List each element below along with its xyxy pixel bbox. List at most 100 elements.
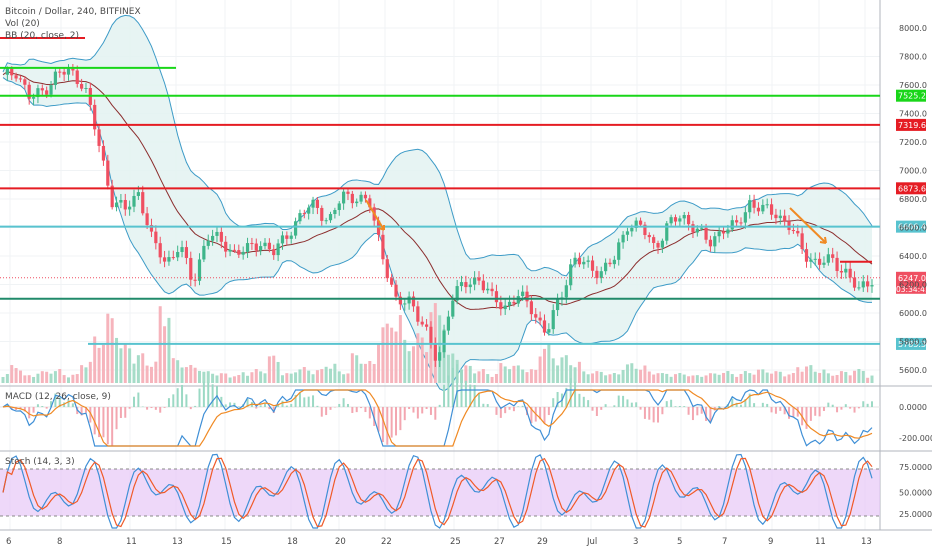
candle-body[interactable]: [158, 243, 162, 258]
candle-body[interactable]: [564, 285, 568, 298]
candle-body[interactable]: [141, 192, 145, 214]
candle-body[interactable]: [167, 257, 171, 262]
bollinger-lower-band[interactable]: [2, 77, 873, 392]
candle-body[interactable]: [582, 261, 586, 265]
candle-body[interactable]: [678, 218, 682, 222]
candle-body[interactable]: [272, 249, 276, 256]
candle-body[interactable]: [346, 191, 350, 194]
trend-arrow[interactable]: [365, 199, 385, 231]
candle-body[interactable]: [721, 231, 726, 234]
candle-body[interactable]: [787, 221, 791, 231]
candle-body[interactable]: [612, 259, 616, 265]
bollinger-upper-band[interactable]: [2, 14, 873, 277]
candle-body[interactable]: [800, 233, 804, 250]
candle-body[interactable]: [114, 202, 119, 208]
candle-body[interactable]: [673, 217, 678, 222]
candle-body[interactable]: [101, 145, 106, 161]
candle-body[interactable]: [512, 301, 516, 304]
candle-body[interactable]: [490, 288, 494, 292]
candle-body[interactable]: [468, 284, 472, 288]
candle-body[interactable]: [293, 221, 298, 236]
candle-body[interactable]: [359, 194, 363, 202]
candle-body[interactable]: [608, 262, 612, 265]
candle-body[interactable]: [756, 207, 761, 212]
candle-body[interactable]: [62, 71, 66, 75]
candle-body[interactable]: [289, 235, 293, 239]
candle-body[interactable]: [848, 268, 852, 278]
candle-body[interactable]: [625, 231, 630, 235]
candle-body[interactable]: [53, 71, 58, 86]
candle-body[interactable]: [866, 281, 870, 287]
candle-body[interactable]: [324, 220, 328, 222]
candle-body[interactable]: [315, 199, 320, 208]
candle-body[interactable]: [769, 204, 774, 215]
stoch-k-line[interactable]: [2, 453, 873, 529]
candle-body[interactable]: [285, 235, 289, 239]
candle-body[interactable]: [704, 227, 708, 240]
candle-body[interactable]: [311, 199, 315, 208]
candle-body[interactable]: [499, 302, 503, 310]
candle-body[interactable]: [385, 259, 389, 279]
candle-body[interactable]: [97, 129, 101, 146]
candle-body[interactable]: [844, 268, 848, 273]
candle-body[interactable]: [604, 262, 608, 272]
candle-body[interactable]: [416, 306, 420, 322]
candle-body[interactable]: [778, 215, 782, 219]
candle-body[interactable]: [551, 310, 555, 330]
candle-body[interactable]: [176, 251, 180, 258]
candle-body[interactable]: [547, 329, 551, 333]
candle-body[interactable]: [206, 240, 210, 246]
candle-body[interactable]: [507, 301, 512, 306]
candle-body[interactable]: [128, 206, 132, 210]
candle-body[interactable]: [534, 314, 538, 318]
candle-body[interactable]: [211, 235, 215, 241]
stoch-d-line[interactable]: [2, 457, 873, 528]
candle-body[interactable]: [555, 299, 560, 311]
candle-body[interactable]: [804, 249, 809, 262]
candle-body[interactable]: [320, 207, 324, 221]
candle-body[interactable]: [521, 291, 525, 297]
candle-body[interactable]: [442, 330, 446, 353]
candle-body[interactable]: [241, 251, 245, 255]
candle-body[interactable]: [669, 217, 673, 224]
candle-body[interactable]: [621, 234, 625, 243]
candle-body[interactable]: [355, 201, 359, 204]
candle-body[interactable]: [193, 279, 197, 281]
candle-body[interactable]: [333, 210, 337, 215]
candle-body[interactable]: [407, 296, 411, 304]
macd-signal-line[interactable]: [2, 389, 873, 447]
symbol-legend[interactable]: Bitcoin / Dollar, 240, BITFINEX Vol (20)…: [5, 6, 141, 42]
candle-body[interactable]: [276, 243, 280, 256]
candle-body[interactable]: [267, 242, 271, 250]
candle-body[interactable]: [342, 191, 346, 204]
candle-body[interactable]: [695, 228, 699, 233]
candle-body[interactable]: [438, 352, 442, 361]
macd-legend[interactable]: MACD (12, 26, close, 9): [5, 392, 111, 402]
candle-body[interactable]: [708, 239, 713, 247]
candle-body[interactable]: [433, 343, 437, 361]
candle-body[interactable]: [123, 199, 127, 210]
candle-body[interactable]: [477, 277, 481, 281]
candle-body[interactable]: [595, 270, 599, 279]
candle-body[interactable]: [398, 296, 402, 305]
candle-body[interactable]: [215, 231, 219, 236]
candle-body[interactable]: [748, 200, 752, 213]
candle-body[interactable]: [298, 213, 302, 222]
candle-body[interactable]: [691, 224, 695, 233]
candle-body[interactable]: [197, 259, 202, 281]
candle-body[interactable]: [665, 223, 669, 241]
candle-body[interactable]: [861, 281, 865, 288]
candle-body[interactable]: [809, 259, 813, 262]
candle-body[interactable]: [237, 250, 241, 255]
candle-body[interactable]: [5, 68, 9, 75]
candle-body[interactable]: [228, 249, 232, 252]
candle-body[interactable]: [682, 215, 686, 219]
candle-body[interactable]: [634, 220, 638, 228]
candle-body[interactable]: [254, 243, 258, 251]
candle-body[interactable]: [14, 75, 18, 79]
candle-body[interactable]: [870, 285, 874, 287]
candle-body[interactable]: [93, 104, 97, 130]
candle-body[interactable]: [36, 88, 40, 98]
candle-body[interactable]: [429, 326, 433, 344]
